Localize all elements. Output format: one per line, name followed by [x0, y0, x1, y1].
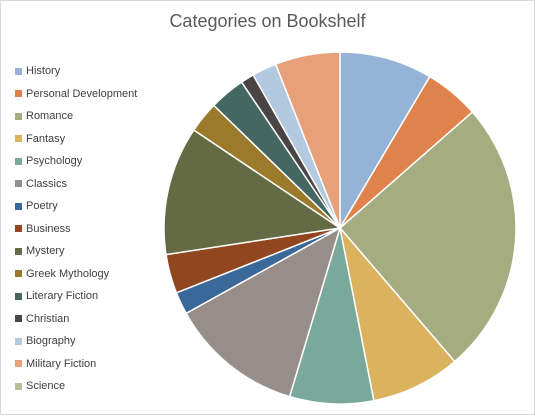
- pie-slice: [339, 51, 431, 229]
- legend-swatch: [15, 292, 22, 300]
- legend-label: Science: [26, 380, 66, 393]
- legend-label: Mystery: [26, 245, 65, 258]
- legend-swatch: [15, 135, 22, 143]
- legend-item: Fantasy: [15, 128, 137, 151]
- legend-label: History: [26, 65, 61, 78]
- legend-item: Military Fiction: [15, 353, 137, 376]
- legend-label: Classics: [26, 177, 67, 190]
- legend-item: Personal Development: [15, 83, 137, 106]
- legend-swatch: [15, 180, 22, 188]
- legend-item: History: [15, 60, 137, 83]
- pie-slice: [163, 129, 341, 256]
- legend-swatch: [15, 315, 22, 323]
- legend-label: Psychology: [26, 155, 83, 168]
- legend-label: Personal Development: [26, 87, 138, 100]
- legend-label: Military Fiction: [26, 357, 97, 370]
- legend-swatch: [15, 337, 22, 345]
- legend-item: Biography: [15, 330, 137, 353]
- legend: History Personal Development Romance Fantas…: [15, 60, 137, 398]
- legend-swatch: [15, 360, 22, 368]
- legend-label: Greek Mythology: [26, 267, 110, 280]
- legend-swatch: [15, 247, 22, 255]
- legend-item: Literary Fiction: [15, 285, 137, 308]
- pie-slice: [339, 111, 517, 363]
- legend-swatch: [15, 202, 22, 210]
- legend-item: Romance: [15, 105, 137, 128]
- legend-item: Science: [15, 375, 137, 398]
- legend-swatch: [15, 270, 22, 278]
- legend-label: Christian: [26, 312, 70, 325]
- legend-label: Romance: [26, 110, 74, 123]
- legend-swatch: [15, 112, 22, 120]
- legend-item: Classics: [15, 173, 137, 196]
- pie-slice: [274, 51, 341, 229]
- legend-item: Psychology: [15, 150, 137, 173]
- legend-item: Poetry: [15, 195, 137, 218]
- pie-slice: [185, 227, 341, 398]
- legend-swatch: [15, 90, 22, 98]
- legend-swatch: [15, 67, 22, 75]
- legend-swatch: [15, 157, 22, 165]
- legend-label: Literary Fiction: [26, 290, 99, 303]
- legend-label: Business: [26, 222, 71, 235]
- legend-swatch: [15, 382, 22, 390]
- legend-item: Greek Mythology: [15, 263, 137, 286]
- legend-item: Christian: [15, 308, 137, 331]
- legend-item: Business: [15, 218, 137, 241]
- chart-title: Categories on Bookshelf: [169, 11, 366, 31]
- legend-item: Mystery: [15, 240, 137, 263]
- legend-swatch: [15, 225, 22, 233]
- legend-label: Poetry: [26, 200, 58, 213]
- legend-label: Biography: [26, 335, 76, 348]
- pie-slice: [339, 227, 456, 402]
- legend-label: Fantasy: [26, 132, 66, 145]
